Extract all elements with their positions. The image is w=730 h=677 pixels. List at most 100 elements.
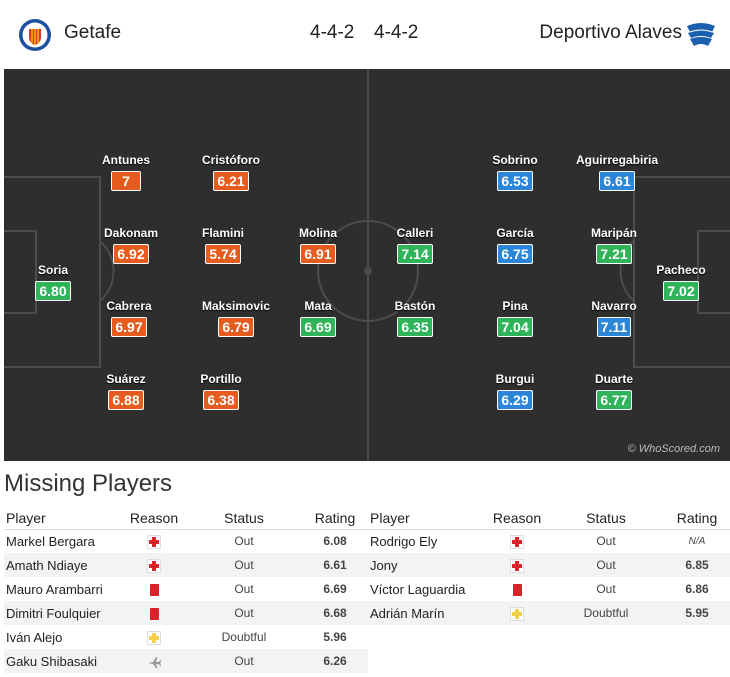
player-pacheco[interactable]: Pacheco 7.02	[636, 263, 726, 301]
column-header-rating[interactable]: Rating	[664, 507, 730, 530]
player-name: Aguirregabiria	[575, 153, 659, 167]
player-portillo[interactable]: Portillo 6.38	[176, 372, 266, 410]
missing-player-name[interactable]: Víctor Laguardia	[370, 581, 466, 597]
column-header-rating[interactable]: Rating	[302, 507, 368, 530]
missing-status: Doubtful	[548, 601, 664, 625]
missing-reason	[122, 601, 186, 625]
player-rating: 6.88	[108, 390, 144, 410]
missing-reason	[122, 553, 186, 577]
home-team-name[interactable]: Getafe	[64, 22, 122, 43]
missing-player-name[interactable]: Amath Ndiaye	[4, 553, 122, 577]
table-row: Markel Bergara Out 6.08	[4, 529, 368, 553]
player-flamini[interactable]: Flamini 5.74	[178, 226, 268, 264]
missing-rating: 6.69	[323, 582, 347, 596]
player-name: Calleri	[396, 226, 434, 240]
missing-player-name[interactable]: Mauro Arambarri	[6, 581, 103, 597]
player-rating: 7	[111, 171, 141, 191]
missing-rating: 5.96	[323, 630, 347, 644]
player-cristoforo[interactable]: Cristóforo 6.21	[186, 153, 276, 191]
red-card-icon	[147, 607, 161, 621]
missing-player-name[interactable]: Adrián Marín	[368, 601, 486, 625]
away-team-name[interactable]: Deportivo Alaves	[539, 22, 682, 43]
player-navarro[interactable]: Navarro 7.11	[569, 299, 659, 337]
away-missing-table: Player Reason Status Rating Rodrigo Ely O…	[368, 507, 730, 625]
column-header-player[interactable]: Player	[4, 507, 122, 530]
missing-reason	[486, 529, 548, 553]
column-header-player[interactable]: Player	[368, 507, 486, 530]
missing-player-name[interactable]: Rodrigo Ely	[370, 533, 438, 549]
player-rating: 6.92	[113, 244, 149, 264]
doubtful-cross-icon	[147, 630, 161, 645]
player-name: Cabrera	[106, 299, 152, 313]
player-soria[interactable]: Soria 6.80	[8, 263, 98, 301]
missing-rating: N/A	[688, 535, 706, 547]
missing-rating: 6.08	[323, 534, 347, 549]
missing-status: Doubtful	[221, 630, 267, 644]
player-rating: 7.14	[397, 244, 433, 264]
player-rating: 7.02	[663, 281, 699, 301]
player-maripan[interactable]: Maripán 7.21	[569, 226, 659, 264]
away-formation: 4-4-2	[374, 22, 419, 43]
injury-cross-icon	[510, 535, 524, 550]
table-row: Iván Alejo Doubtful 5.96	[4, 625, 368, 649]
column-header-reason[interactable]: Reason	[486, 507, 548, 530]
missing-player-name[interactable]: Jony	[368, 553, 486, 577]
player-name: García	[496, 226, 534, 240]
missing-reason	[122, 649, 186, 673]
player-maksimovic[interactable]: Maksimovic 6.79	[191, 299, 281, 337]
player-rating: 6.61	[599, 171, 635, 191]
missing-status: Out	[186, 649, 302, 673]
player-duarte[interactable]: Duarte 6.77	[569, 372, 659, 410]
player-name: Mata	[304, 299, 332, 313]
missing-player-name[interactable]: Dimitri Foulquier	[4, 601, 122, 625]
missing-player-name[interactable]: Gaku Shibasaki	[4, 649, 122, 673]
red-card-icon	[510, 583, 524, 597]
missing-player-name[interactable]: Markel Bergara	[6, 533, 95, 549]
player-baston[interactable]: Bastón 6.35	[370, 299, 460, 337]
missing-players-title: Missing Players	[4, 470, 173, 497]
player-name: Dakonam	[103, 226, 159, 240]
player-suarez[interactable]: Suárez 6.88	[81, 372, 171, 410]
player-name: Sobrino	[492, 153, 538, 167]
missing-reason	[486, 577, 548, 601]
player-garcia[interactable]: García 6.75	[470, 226, 560, 264]
player-name: Cristóforo	[202, 153, 260, 167]
player-name: Navarro	[591, 299, 637, 313]
table-row: Rodrigo Ely Out N/A	[368, 529, 730, 553]
missing-status: Out	[596, 534, 616, 549]
player-mata[interactable]: Mata 6.69	[273, 299, 363, 337]
missing-status: Out	[548, 553, 664, 577]
missing-rating: 6.61	[302, 553, 368, 577]
missing-player-name[interactable]: Iván Alejo	[6, 629, 63, 645]
player-name: Bastón	[394, 299, 436, 313]
player-pina[interactable]: Pina 7.04	[470, 299, 560, 337]
player-calleri[interactable]: Calleri 7.14	[370, 226, 460, 264]
player-molina[interactable]: Molina 6.91	[273, 226, 363, 264]
column-header-status[interactable]: Status	[186, 507, 302, 530]
table-row: Adrián Marín Doubtful 5.95	[368, 601, 730, 625]
column-header-status[interactable]: Status	[548, 507, 664, 530]
missing-rating: 6.68	[302, 601, 368, 625]
player-name: Burgui	[495, 372, 535, 386]
player-dakonam[interactable]: Dakonam 6.92	[86, 226, 176, 264]
player-antunes[interactable]: Antunes 7	[81, 153, 171, 191]
player-name: Pacheco	[656, 263, 706, 277]
table-row: Mauro Arambarri Out 6.69	[4, 577, 368, 601]
player-cabrera[interactable]: Cabrera 6.97	[84, 299, 174, 337]
red-card-icon	[147, 583, 161, 597]
table-row: Jony Out 6.85	[368, 553, 730, 577]
missing-status: Out	[234, 582, 254, 596]
getafe-crest-icon[interactable]	[18, 18, 52, 52]
player-name: Duarte	[594, 372, 633, 386]
player-burgui[interactable]: Burgui 6.29	[470, 372, 560, 410]
player-name: Maripán	[590, 226, 637, 240]
missing-status: Out	[186, 601, 302, 625]
player-aguirregabiria[interactable]: Aguirregabiria 6.61	[572, 153, 662, 191]
player-name: Pina	[502, 299, 528, 313]
player-rating: 6.91	[300, 244, 336, 264]
table-row: Amath Ndiaye Out 6.61	[4, 553, 368, 577]
player-rating: 6.53	[497, 171, 533, 191]
column-header-reason[interactable]: Reason	[122, 507, 186, 530]
alaves-crest-icon[interactable]	[684, 18, 718, 52]
player-sobrino[interactable]: Sobrino 6.53	[470, 153, 560, 191]
